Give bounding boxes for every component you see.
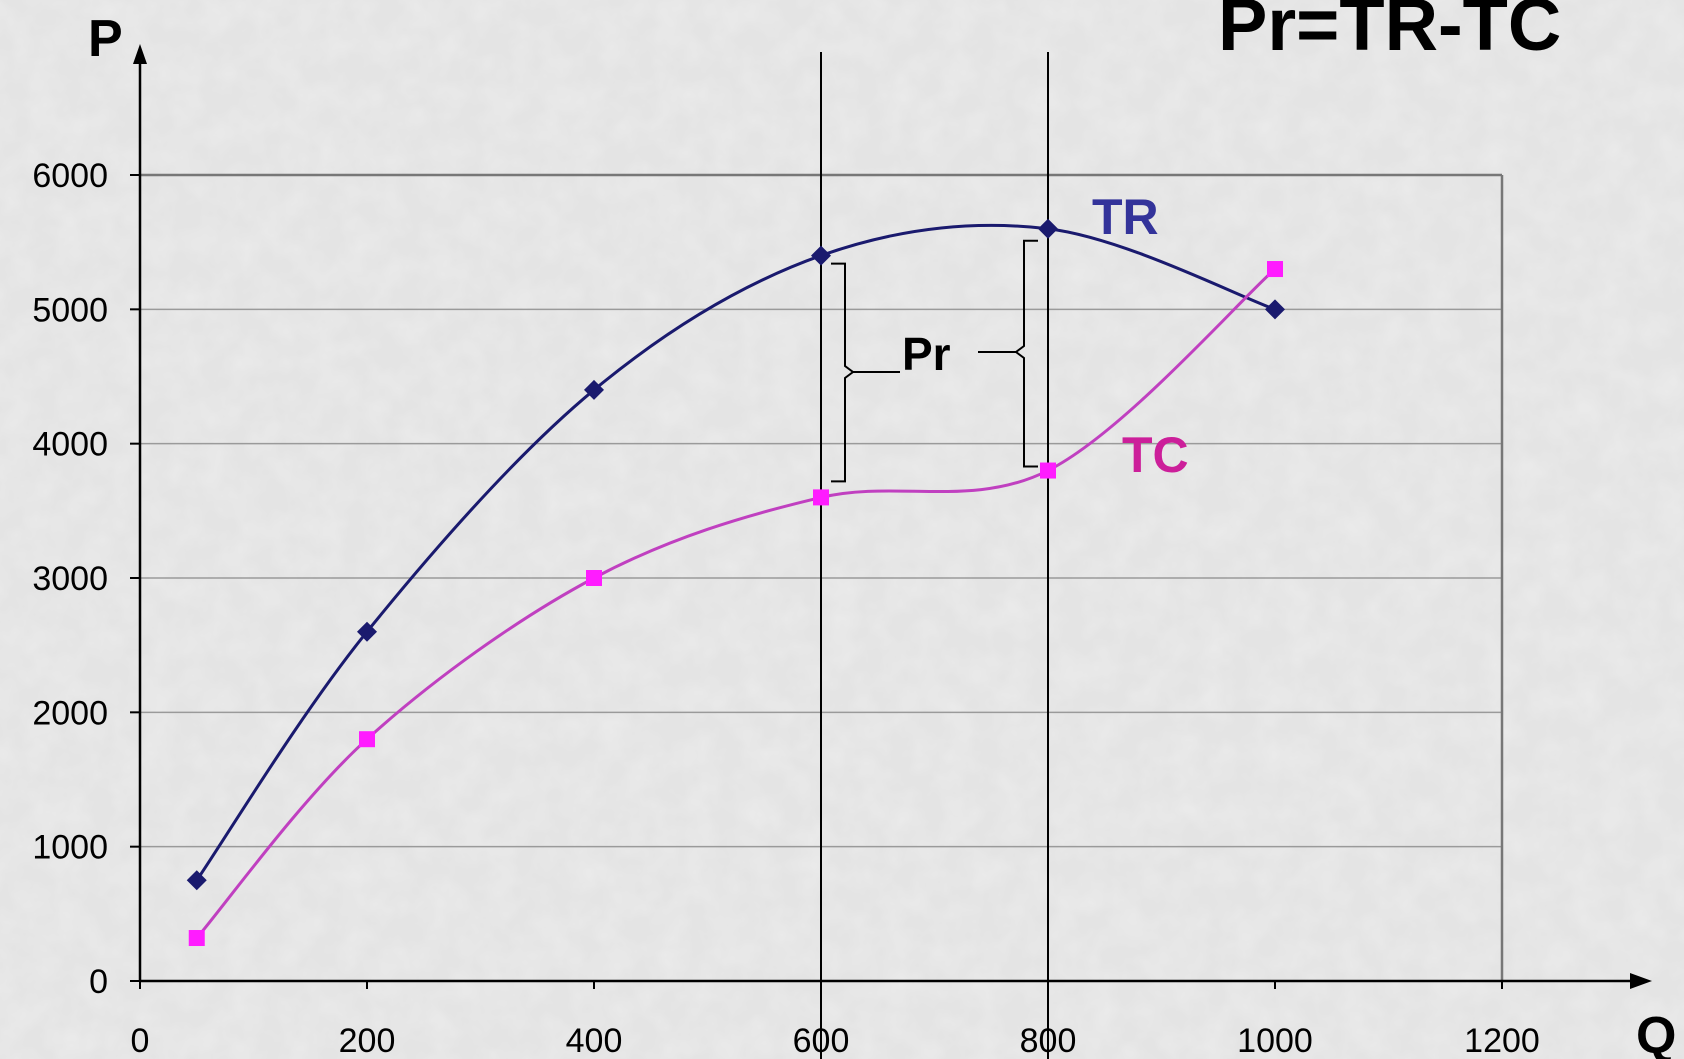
- tc-point-400: [586, 570, 602, 586]
- tr-point-800: [1038, 218, 1058, 239]
- tr-point-600: [811, 245, 831, 266]
- x-tick-label-1200: 1200: [1464, 1022, 1540, 1059]
- tick-labels: 0 1000 2000 3000 4000 5000 6000 0 200 400 600 800 10…: [32, 157, 1539, 1059]
- tc-line: [195, 267, 1276, 939]
- x-tick-label-800: 800: [1020, 1022, 1077, 1059]
- x-axis-title: Q: [1636, 1007, 1676, 1059]
- tc-point-200: [359, 731, 375, 748]
- y-tick-label-2000: 2000: [32, 694, 108, 732]
- tc-point-1000: [1267, 261, 1283, 278]
- series: TR TC: [186, 189, 1285, 947]
- y-tick-label-1000: 1000: [32, 829, 108, 867]
- y-tick-label-4000: 4000: [32, 426, 108, 464]
- tr-point-200: [357, 621, 377, 642]
- x-axis-arrow: [1630, 973, 1652, 989]
- tr-point-50: [186, 870, 207, 891]
- tc-point-600: [813, 489, 829, 506]
- tc-point-800: [1040, 462, 1056, 479]
- tr-series-label: TR: [1092, 189, 1159, 245]
- x-tick-label-0: 0: [131, 1022, 150, 1059]
- y-axis-title: P: [88, 10, 123, 68]
- tr-line: [195, 223, 1276, 882]
- y-tick-label-6000: 6000: [32, 157, 108, 195]
- y-tick-label-0: 0: [89, 963, 108, 1001]
- x-tick-label-600: 600: [793, 1022, 850, 1059]
- axes: [130, 44, 1652, 989]
- tr-point-400: [584, 379, 604, 400]
- tc-series-label: TC: [1122, 427, 1189, 483]
- x-tick-label-400: 400: [566, 1022, 623, 1059]
- x-tick-label-200: 200: [339, 1022, 396, 1059]
- y-tick-label-3000: 3000: [32, 560, 108, 598]
- y-axis-arrow: [133, 44, 147, 64]
- formula-title: Pr=TR-TC: [1218, 0, 1561, 66]
- x-tick-label-1000: 1000: [1237, 1022, 1313, 1059]
- tr-point-1000: [1265, 299, 1285, 320]
- tc-point-50: [188, 930, 205, 947]
- y-tick-label-5000: 5000: [32, 291, 108, 329]
- profit-annotation: Pr: [831, 239, 1038, 483]
- pr-label: Pr: [902, 328, 951, 380]
